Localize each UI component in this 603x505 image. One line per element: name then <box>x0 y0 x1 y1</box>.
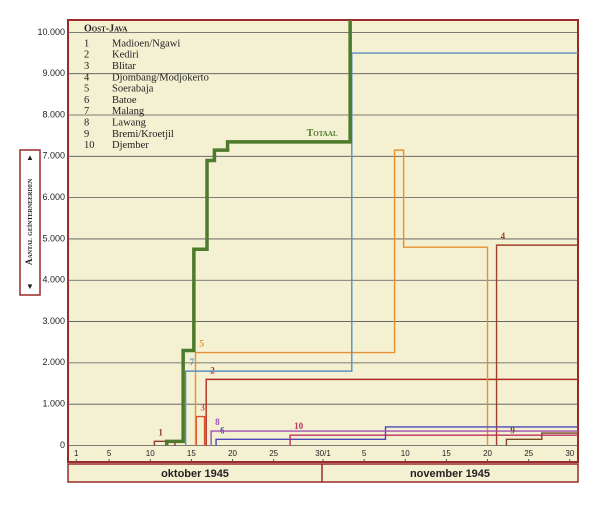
step-line <box>153 440 176 446</box>
legend-name: Blitar <box>112 61 136 72</box>
x-tick-label: 30/1 <box>315 449 331 458</box>
x-tick-label: 15 <box>442 449 451 458</box>
total-label: Totaal <box>307 128 338 139</box>
legend-name: Bremi/Kroetjil <box>112 129 174 140</box>
legend-number: 5 <box>84 84 89 95</box>
x-tick-label: 5 <box>362 449 367 458</box>
legend-name: Lawang <box>112 118 147 129</box>
arrow-down: ▼ <box>26 282 34 291</box>
month-label: oktober 1945 <box>161 468 229 480</box>
step-line <box>184 52 578 446</box>
y-tick-label: 5.000 <box>42 233 65 243</box>
month-label: november 1945 <box>410 468 490 480</box>
x-tick-label: 10 <box>146 449 155 458</box>
x-tick-label: 15 <box>187 449 196 458</box>
legend-number: 7 <box>84 106 89 117</box>
step-line <box>215 426 578 446</box>
y-tick-label: 8.000 <box>42 109 65 119</box>
month-bar <box>67 463 579 483</box>
legend-number: 9 <box>84 129 89 140</box>
legend-name: Soerabaja <box>112 84 154 95</box>
legend-number: 3 <box>84 61 89 72</box>
y-tick-label: 10.000 <box>37 27 65 37</box>
legend-number: 2 <box>84 50 89 61</box>
x-tick-label: 1 <box>74 449 79 458</box>
step-line <box>164 20 352 446</box>
legend-number: 10 <box>84 140 95 151</box>
legend-name: Madioen/Ngawi <box>112 38 180 49</box>
x-tick-label: 30 <box>565 449 574 458</box>
series-label: 3 <box>200 403 205 413</box>
series-label: 5 <box>200 339 205 349</box>
legend-number: 1 <box>84 38 89 49</box>
legend-title: Oost-Java <box>84 23 127 34</box>
step-line <box>505 432 578 446</box>
legend-name: Malang <box>112 106 145 117</box>
y-tick-label: 6.000 <box>42 192 65 202</box>
y-tick-label: 2.000 <box>42 357 65 367</box>
step-line <box>194 149 489 446</box>
y-tick-label: 4.000 <box>42 275 65 285</box>
y-tick-label: 0 <box>60 440 65 450</box>
legend-number: 6 <box>84 95 89 106</box>
x-tick-label: 20 <box>228 449 237 458</box>
step-line <box>205 378 578 446</box>
y-tick-label: 1.000 <box>42 399 65 409</box>
legend-number: 8 <box>84 118 89 129</box>
series-label: 7 <box>190 357 195 367</box>
step-line <box>195 415 206 446</box>
series-label: 9 <box>510 425 515 435</box>
legend-name: Djombang/Modjokerto <box>112 72 209 83</box>
series-label: 1 <box>158 427 163 437</box>
plot-frame <box>67 19 579 463</box>
y-tick-label: 9.000 <box>42 68 65 78</box>
step-line <box>289 434 578 446</box>
legend-name: Batoe <box>112 95 137 106</box>
x-tick-label: 5 <box>107 449 112 458</box>
legend-name: Djember <box>112 140 149 151</box>
x-tick-label: 25 <box>524 449 533 458</box>
series-label: 10 <box>294 421 304 431</box>
x-tick-label: 20 <box>483 449 492 458</box>
series-label: 4 <box>501 231 506 241</box>
legend-name: Kediri <box>112 50 139 61</box>
x-tick-label: 25 <box>269 449 278 458</box>
step-line <box>210 430 578 446</box>
legend-number: 4 <box>84 72 90 83</box>
arrow-up: ▲ <box>26 153 34 162</box>
x-tick-label: 10 <box>401 449 410 458</box>
step-line <box>495 244 578 446</box>
series-label: 8 <box>215 417 220 427</box>
y-tick-label: 3.000 <box>42 316 65 326</box>
ylabel-box <box>19 149 41 296</box>
y-tick-label: 7.000 <box>42 151 65 161</box>
y-axis-label: Aantal geïnterneerden <box>24 178 34 265</box>
